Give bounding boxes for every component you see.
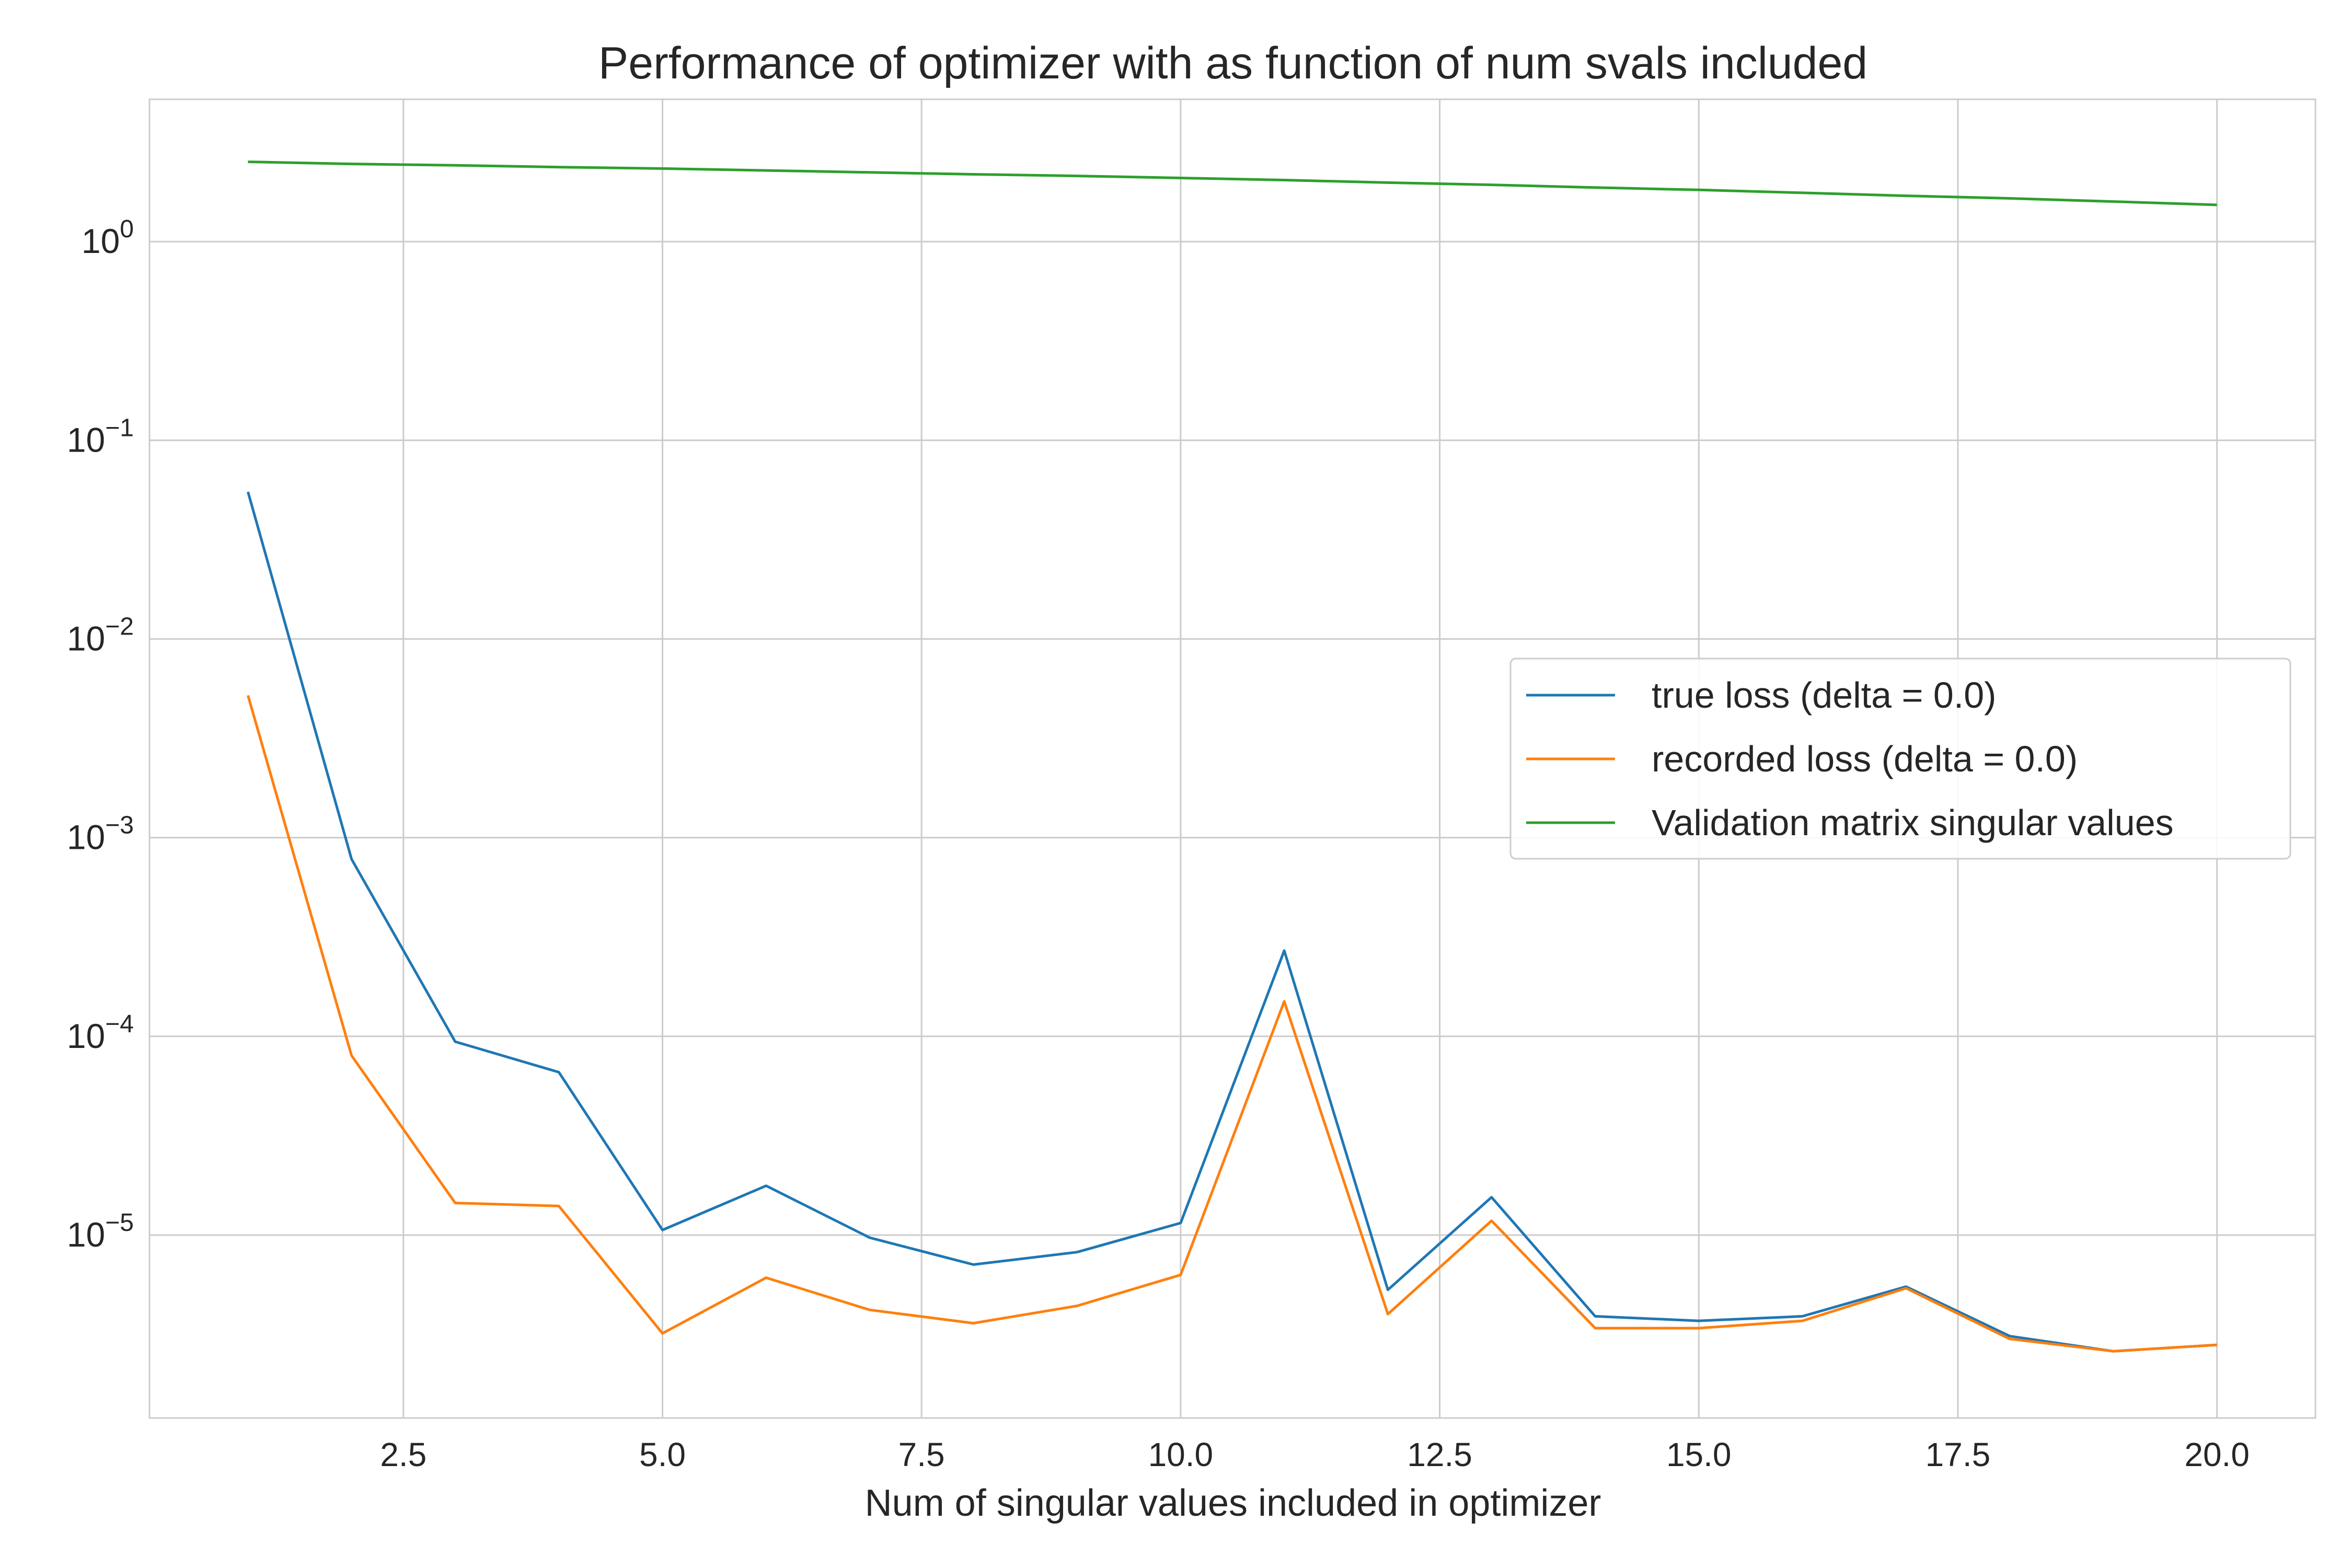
grid	[149, 99, 2315, 1418]
y-tick-label: 10−5	[67, 1209, 134, 1254]
x-tick-label: 7.5	[898, 1436, 945, 1473]
plot-frame	[148, 98, 2316, 1419]
x-axis-label: Num of singular values included in optim…	[865, 1482, 1601, 1524]
legend-box	[1509, 658, 2291, 860]
x-axis-ticks: 2.5 5.0 7.5 10.0 12.5 15.0 17.5 20.0	[380, 1436, 2250, 1473]
y-tick-label: 10−3	[67, 812, 134, 857]
series-line-2	[246, 695, 2217, 1353]
x-tick-label: 5.0	[639, 1436, 686, 1473]
series-line-1	[246, 491, 2217, 1353]
chart-title: Performance of optimizer with as functio…	[598, 38, 1867, 88]
x-tick-label: 2.5	[380, 1436, 426, 1473]
series-lines	[246, 160, 2217, 1353]
legend-entry-label: recorded loss (delta = 0.0)	[1652, 739, 2078, 779]
legend: true loss (delta = 0.0) recorded loss (de…	[1509, 658, 2291, 860]
legend-entry-label: Validation matrix singular values	[1652, 802, 2174, 843]
y-axis-ticks: 100 10−1 10−2 10−3 10−4 10−5	[67, 215, 134, 1254]
x-tick-label: 12.5	[1407, 1436, 1472, 1473]
y-tick-label: 10−1	[67, 414, 134, 459]
y-tick-label: 10−4	[67, 1010, 134, 1055]
y-tick-label: 100	[82, 215, 134, 260]
x-tick-label: 10.0	[1148, 1436, 1214, 1473]
series-line-3	[248, 160, 2217, 206]
x-tick-label: 17.5	[1926, 1436, 1991, 1473]
legend-entry-label: true loss (delta = 0.0)	[1652, 675, 1997, 716]
x-tick-label: 15.0	[1666, 1436, 1732, 1473]
y-tick-label: 10−2	[67, 613, 134, 658]
x-tick-label: 20.0	[2184, 1436, 2250, 1473]
